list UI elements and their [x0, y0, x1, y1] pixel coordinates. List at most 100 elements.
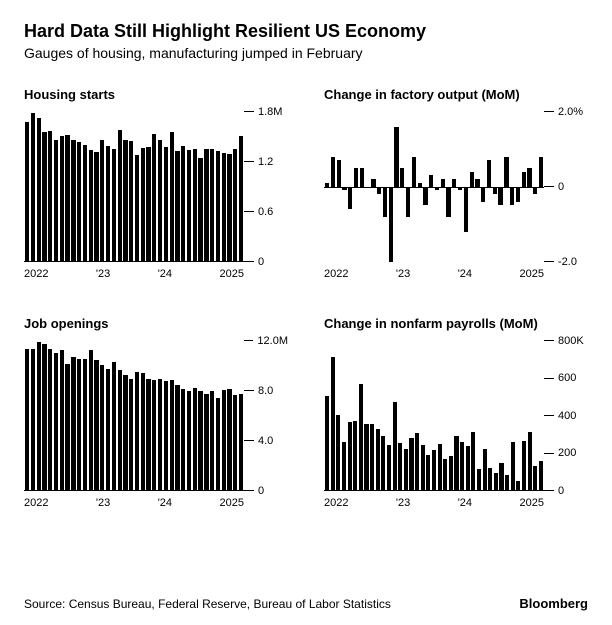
bar — [170, 132, 174, 260]
bar — [516, 481, 520, 489]
source-text: Source: Census Bureau, Federal Reserve, … — [24, 597, 391, 611]
bar — [418, 112, 422, 262]
bar — [54, 353, 58, 490]
bar — [158, 140, 162, 261]
bar — [94, 152, 98, 260]
brand-text: Bloomberg — [519, 596, 588, 611]
y-tick: 200 — [544, 447, 588, 459]
bar — [222, 390, 226, 489]
x-tick: '24 — [158, 497, 172, 509]
bar — [106, 369, 110, 489]
bar — [198, 391, 202, 489]
bar — [533, 112, 537, 262]
bar — [227, 154, 231, 261]
bar — [77, 359, 81, 489]
bar — [522, 441, 526, 490]
bar — [181, 146, 185, 260]
bar — [475, 112, 479, 262]
bar — [504, 112, 508, 262]
bar — [443, 459, 447, 490]
x-tick: 2025 — [219, 268, 243, 280]
x-tick: '23 — [96, 497, 110, 509]
panel-title: Job openings — [24, 316, 288, 331]
bar — [400, 112, 404, 262]
bar — [470, 112, 474, 262]
bar — [337, 112, 341, 262]
yaxis-job-openings: 12.0M8.04.00 — [244, 341, 288, 491]
bar — [398, 443, 402, 489]
bar — [348, 422, 352, 490]
bar — [83, 145, 87, 261]
bar — [435, 112, 439, 262]
plot-job-openings — [24, 341, 244, 491]
xaxis-factory-output: 2022'23'242025 — [324, 268, 588, 280]
bar — [432, 450, 436, 489]
bar — [37, 118, 41, 260]
bar — [210, 391, 214, 489]
bar — [360, 112, 364, 262]
bar — [204, 149, 208, 261]
bar — [31, 349, 35, 489]
bar — [106, 146, 110, 260]
bar — [222, 153, 226, 261]
y-tick: 4.0 — [244, 435, 288, 447]
x-tick: 2022 — [324, 497, 348, 509]
y-tick: 1.8M — [244, 106, 288, 118]
bar — [452, 112, 456, 262]
bar — [239, 394, 243, 490]
bar — [216, 398, 220, 490]
bar — [429, 112, 433, 262]
y-tick: 400 — [544, 410, 588, 422]
bar — [227, 389, 231, 490]
bar — [25, 122, 29, 260]
bar — [438, 444, 442, 490]
bar — [152, 380, 156, 489]
bar — [210, 149, 214, 261]
bar — [146, 147, 150, 260]
bar — [65, 135, 69, 261]
bar — [187, 150, 191, 260]
panel-job-openings: Job openings 12.0M8.04.00 2022 '23 '24 2025 — [24, 316, 288, 509]
bar — [198, 158, 202, 261]
bar — [25, 349, 29, 489]
bar — [423, 112, 427, 262]
bar — [336, 415, 340, 489]
x-tick: '23 — [396, 268, 410, 280]
panel-payrolls: Change in nonfarm payrolls (MoM) 800K600… — [324, 316, 588, 509]
x-tick: 2025 — [219, 497, 243, 509]
panel-title: Housing starts — [24, 87, 288, 102]
bar — [359, 384, 363, 490]
bar — [505, 475, 509, 490]
bar — [421, 445, 425, 490]
bar — [331, 112, 335, 262]
panel-title: Change in nonfarm payrolls (MoM) — [324, 316, 588, 331]
y-tick: 0 — [244, 256, 288, 268]
bar — [325, 396, 329, 490]
bar — [141, 373, 145, 490]
xaxis-housing-starts: 2022'23'242025 — [24, 268, 288, 280]
bar — [426, 455, 430, 489]
chart-grid: Housing starts 1.8M1.20.60 2022'23'24202… — [24, 87, 588, 509]
bar — [135, 155, 139, 260]
bar — [353, 421, 357, 490]
x-tick: 2022 — [24, 497, 48, 509]
xaxis-job-openings: 2022 '23 '24 2025 — [24, 497, 288, 509]
yaxis-payrolls: 800K6004002000 — [544, 341, 588, 491]
bar — [175, 151, 179, 260]
bar — [477, 469, 481, 489]
x-tick: '23 — [396, 497, 410, 509]
bar — [60, 136, 64, 260]
bar — [415, 433, 419, 489]
panel-housing-starts: Housing starts 1.8M1.20.60 2022'23'24202… — [24, 87, 288, 280]
bar — [406, 112, 410, 262]
bar — [129, 141, 133, 260]
bar — [37, 342, 41, 490]
bar — [71, 140, 75, 261]
panel-factory-output: Change in factory output (MoM) 2.0%0-2.0… — [324, 87, 588, 280]
y-tick: 0 — [544, 485, 588, 497]
x-tick: '24 — [458, 268, 472, 280]
bar — [516, 112, 520, 262]
bar — [527, 112, 531, 262]
bar — [233, 149, 237, 261]
bar — [393, 402, 397, 490]
